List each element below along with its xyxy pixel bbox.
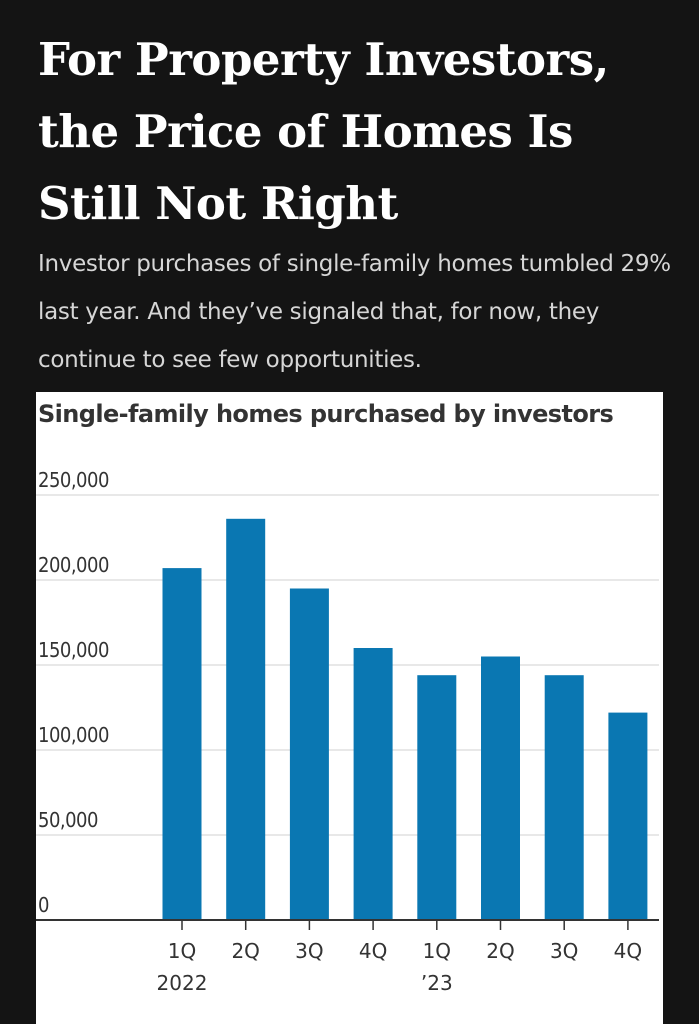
headline: For Property Investors, the Price of Hom… <box>38 33 609 230</box>
x-tick-label: 4Q <box>614 939 642 963</box>
x-tick-label: 1Q <box>168 939 196 963</box>
dek: Investor purchases of single-family home… <box>38 251 671 373</box>
x-tick-label: 2022 <box>157 971 208 995</box>
bar <box>481 656 520 920</box>
chart-title: Single-family homes purchased by investo… <box>38 400 614 428</box>
y-tick-label: 250,000 <box>38 468 109 492</box>
x-tick-label: 3Q <box>550 939 578 963</box>
y-tick-label: 150,000 <box>38 638 109 662</box>
x-tick-label: 2Q <box>486 939 514 963</box>
x-tick-label: 2Q <box>231 939 259 963</box>
bar <box>608 712 648 920</box>
y-tick-label: 50,000 <box>38 808 98 832</box>
x-tick-label: 3Q <box>295 939 323 963</box>
bar-chart: 0 50,000 100,000 150,000 200,000 250,000 1Q 202… <box>36 468 659 995</box>
bar <box>289 588 329 920</box>
bar <box>544 675 584 920</box>
y-tick-label: 100,000 <box>38 723 109 747</box>
y-tick-label: 0 <box>38 893 49 917</box>
bar <box>417 675 457 920</box>
chart-card: Single-family homes purchased by investo… <box>36 392 663 1024</box>
bar <box>353 648 393 920</box>
bar <box>226 518 266 920</box>
y-tick-label: 200,000 <box>38 553 109 577</box>
x-tick-label: 4Q <box>359 939 387 963</box>
bar <box>162 568 202 920</box>
x-tick-label: 1Q <box>423 939 451 963</box>
x-tick-label: ’23 <box>421 971 453 995</box>
